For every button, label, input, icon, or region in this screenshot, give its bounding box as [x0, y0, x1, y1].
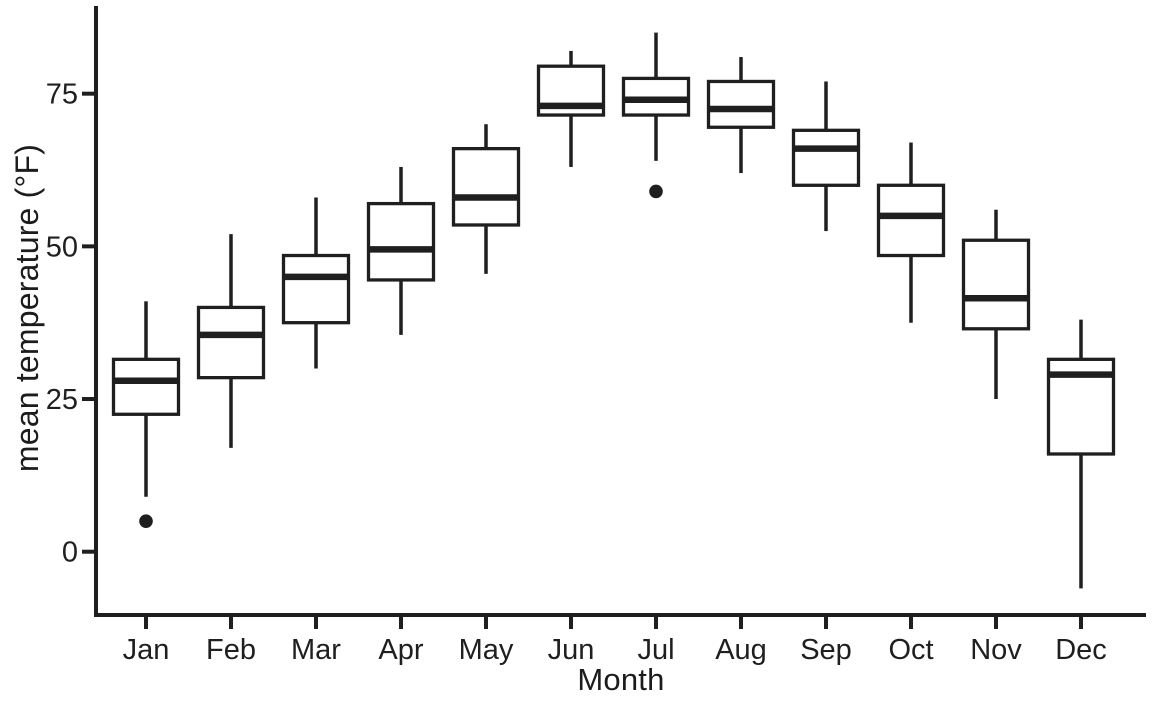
box-sep	[791, 128, 861, 187]
outlier-jan	[139, 514, 153, 528]
outlier-jul	[649, 184, 663, 199]
x-tick-label-jun: Jun	[548, 634, 595, 666]
x-tick-label-may: May	[459, 634, 514, 666]
box-apr	[366, 201, 436, 282]
box-jan	[111, 357, 181, 416]
x-axis-title: Month	[577, 662, 665, 697]
x-tick-label-jul: Jul	[637, 634, 674, 666]
y-tick-label: 75	[46, 79, 78, 111]
box-nov	[961, 238, 1031, 331]
x-tick-label-nov: Nov	[970, 634, 1022, 666]
x-tick-label-apr: Apr	[378, 634, 423, 666]
y-tick-label: 50	[46, 231, 78, 263]
y-axis-title: mean temperature (°F)	[9, 143, 45, 473]
box-oct	[876, 183, 946, 258]
box-aug	[706, 79, 776, 129]
x-tick-label-jan: Jan	[123, 634, 170, 666]
y-tick-label: 25	[46, 384, 78, 416]
box-may	[451, 146, 521, 227]
x-tick-label-dec: Dec	[1055, 634, 1107, 666]
x-tick-label-sep: Sep	[800, 634, 852, 666]
x-tick-label-mar: Mar	[291, 634, 341, 666]
box-mar	[281, 253, 351, 325]
x-tick-label-aug: Aug	[715, 634, 767, 666]
x-tick-label-feb: Feb	[206, 634, 256, 666]
box-feb	[196, 305, 266, 380]
y-tick-label: 0	[62, 537, 78, 569]
x-tick-label-oct: Oct	[888, 634, 933, 666]
